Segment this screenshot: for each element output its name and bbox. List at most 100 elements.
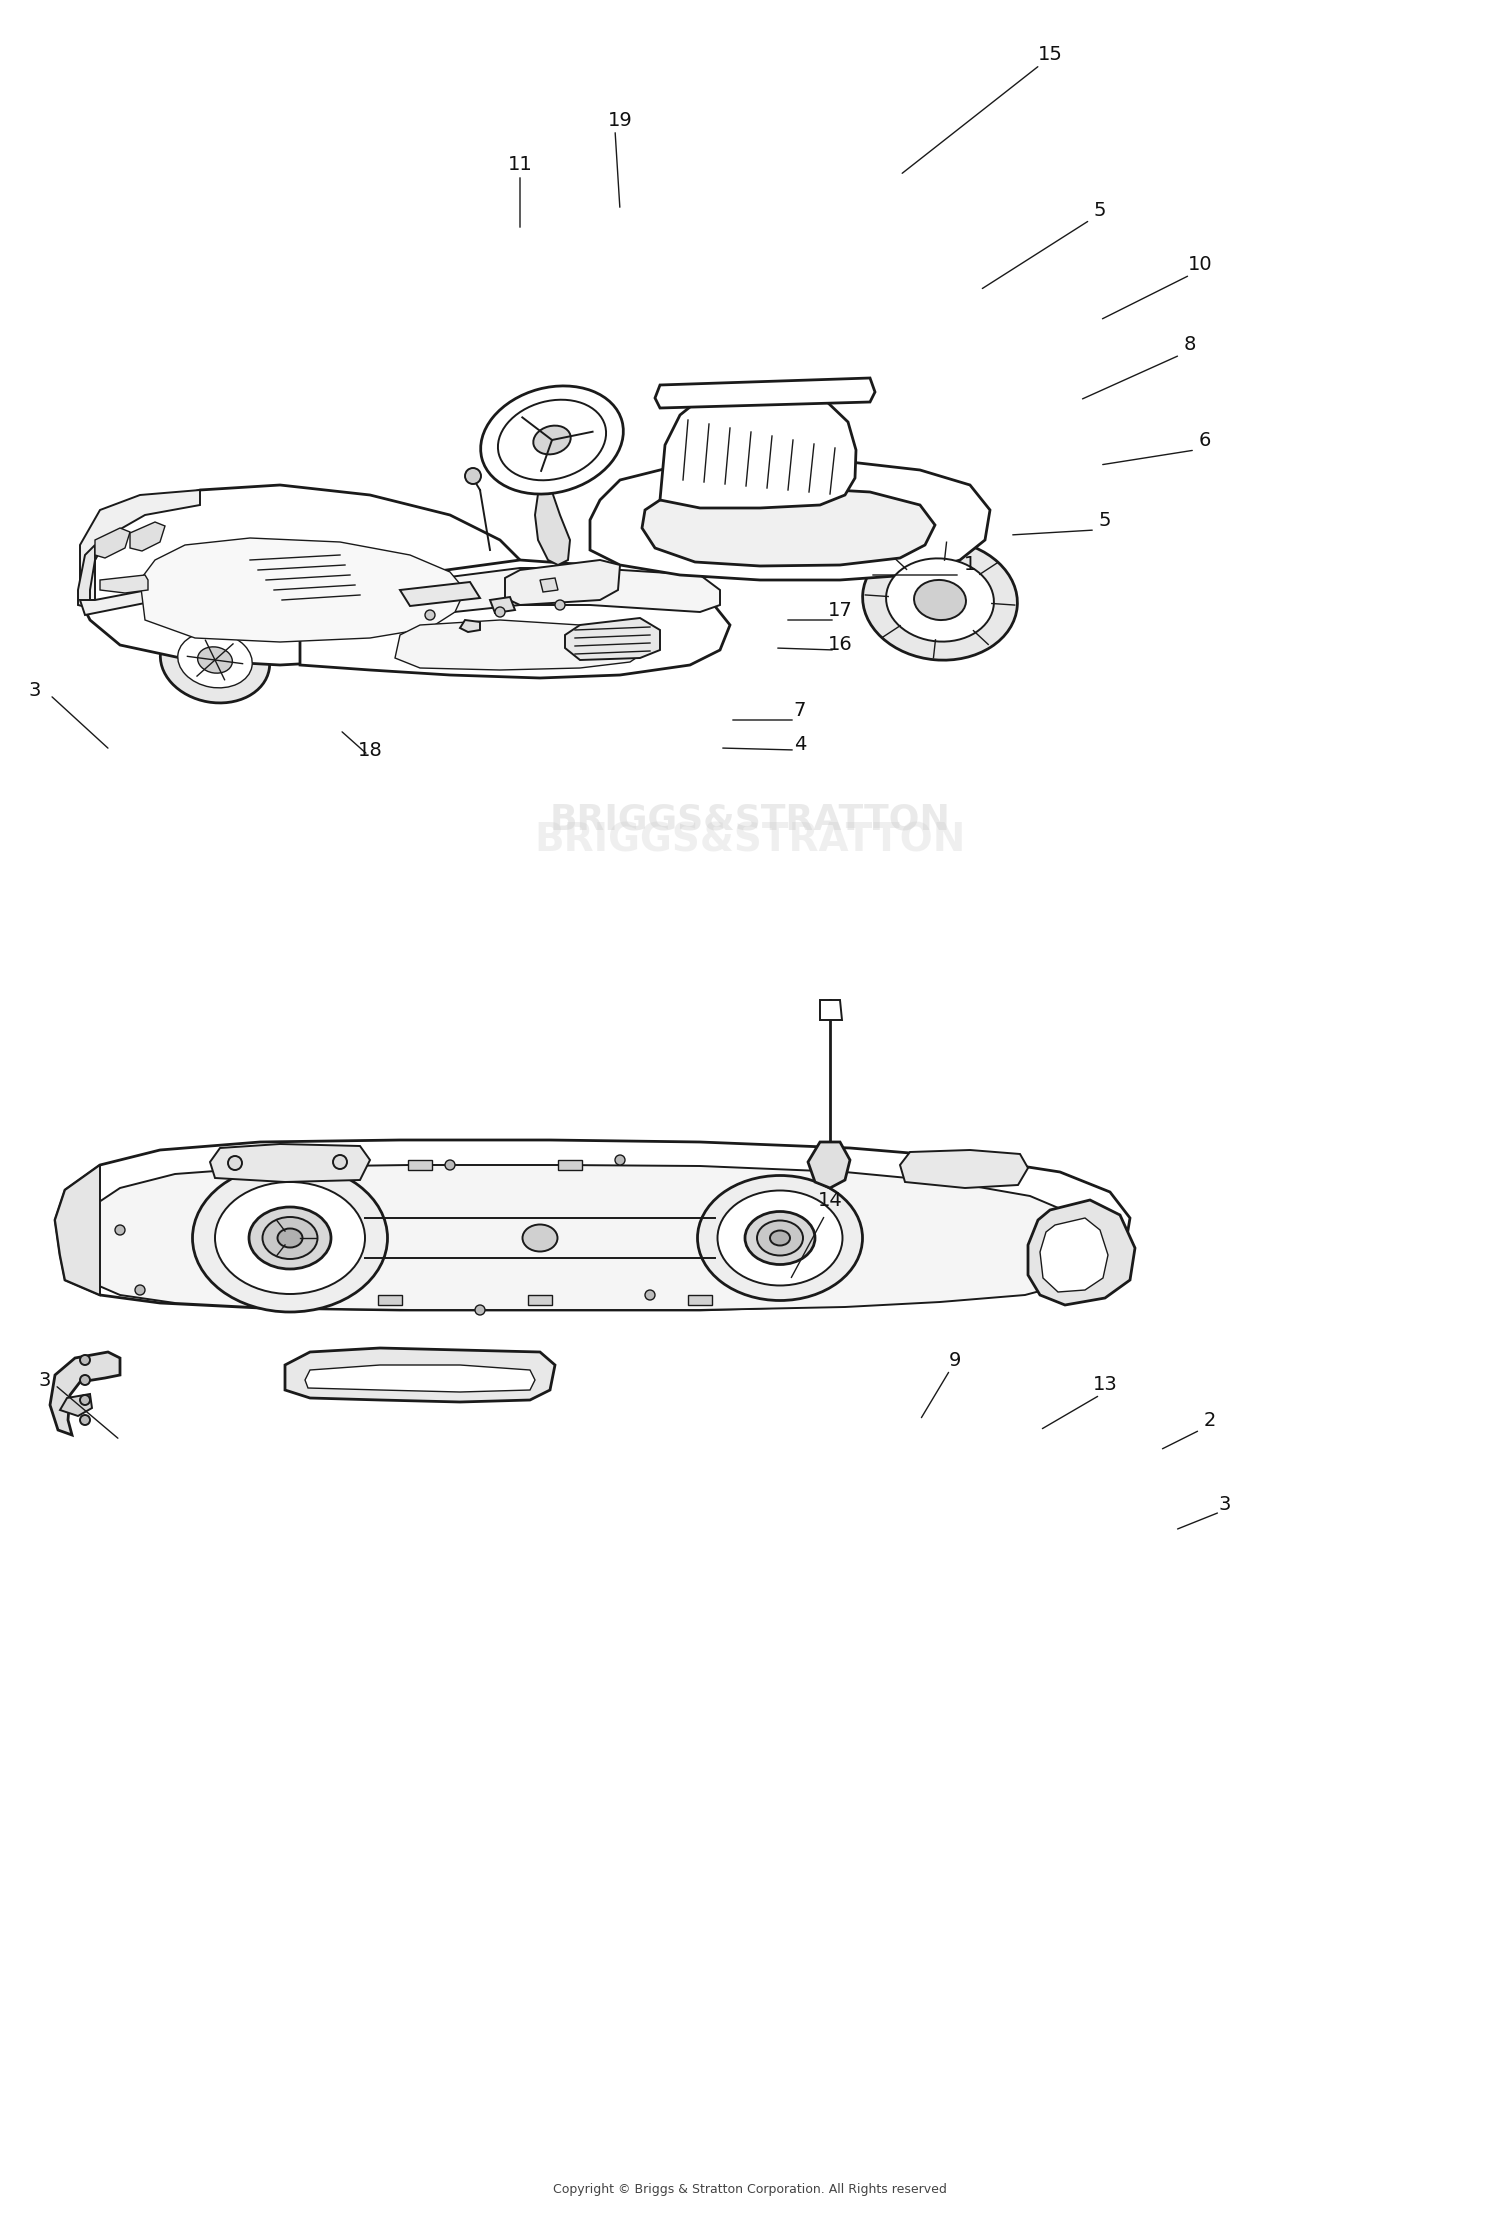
- Text: 3: 3: [39, 1369, 51, 1389]
- Polygon shape: [50, 1352, 120, 1436]
- Circle shape: [80, 1396, 90, 1405]
- Circle shape: [555, 601, 566, 609]
- Polygon shape: [80, 485, 520, 665]
- Polygon shape: [300, 561, 730, 678]
- Polygon shape: [130, 523, 165, 552]
- Polygon shape: [660, 388, 856, 507]
- Circle shape: [116, 1225, 124, 1234]
- Polygon shape: [1040, 1219, 1108, 1292]
- Circle shape: [333, 1155, 346, 1170]
- Polygon shape: [56, 1166, 100, 1294]
- Bar: [528, 1294, 552, 1305]
- Polygon shape: [656, 379, 874, 408]
- Polygon shape: [400, 583, 480, 605]
- Ellipse shape: [914, 581, 966, 620]
- Polygon shape: [394, 620, 645, 669]
- Text: 17: 17: [828, 601, 852, 620]
- Circle shape: [446, 1159, 454, 1170]
- Ellipse shape: [717, 1190, 843, 1285]
- Ellipse shape: [214, 1181, 364, 1294]
- Polygon shape: [490, 596, 514, 614]
- Circle shape: [228, 1157, 242, 1170]
- Text: 1: 1: [964, 556, 976, 574]
- Ellipse shape: [862, 541, 1017, 660]
- Ellipse shape: [770, 1230, 790, 1245]
- Circle shape: [80, 1374, 90, 1385]
- Text: 6: 6: [1198, 430, 1210, 450]
- Text: 3: 3: [28, 680, 40, 700]
- Polygon shape: [94, 527, 130, 558]
- Polygon shape: [808, 1141, 850, 1188]
- Ellipse shape: [480, 386, 624, 494]
- Bar: [378, 1294, 402, 1305]
- Text: 11: 11: [507, 155, 532, 175]
- Polygon shape: [642, 488, 934, 565]
- Ellipse shape: [178, 632, 252, 687]
- Ellipse shape: [498, 399, 606, 481]
- Polygon shape: [100, 574, 148, 594]
- Ellipse shape: [698, 1174, 862, 1301]
- Text: 5: 5: [1098, 510, 1112, 530]
- Polygon shape: [80, 1166, 1090, 1310]
- Ellipse shape: [160, 616, 270, 702]
- Text: 14: 14: [818, 1190, 843, 1210]
- Polygon shape: [304, 1365, 536, 1392]
- Circle shape: [645, 1290, 656, 1301]
- Text: 9: 9: [950, 1350, 962, 1369]
- Ellipse shape: [262, 1217, 318, 1259]
- Polygon shape: [590, 461, 990, 581]
- Text: 8: 8: [1184, 335, 1196, 355]
- Polygon shape: [78, 545, 94, 607]
- Bar: [688, 1294, 712, 1305]
- Text: 3: 3: [1220, 1496, 1232, 1514]
- Polygon shape: [540, 578, 558, 592]
- Polygon shape: [80, 490, 200, 601]
- Text: 19: 19: [608, 111, 633, 129]
- Circle shape: [465, 468, 482, 483]
- Text: BRIGGS&STRATTON: BRIGGS&STRATTON: [549, 802, 951, 838]
- Text: 10: 10: [1188, 255, 1212, 275]
- Polygon shape: [140, 538, 465, 643]
- Polygon shape: [210, 1143, 370, 1181]
- Text: 5: 5: [1094, 199, 1106, 219]
- Polygon shape: [60, 1394, 92, 1416]
- Bar: [408, 1159, 432, 1170]
- Circle shape: [80, 1354, 90, 1365]
- Polygon shape: [460, 620, 480, 632]
- Ellipse shape: [192, 1163, 387, 1312]
- Ellipse shape: [534, 425, 570, 454]
- Polygon shape: [80, 574, 300, 616]
- Circle shape: [424, 609, 435, 620]
- Polygon shape: [900, 1150, 1028, 1188]
- Ellipse shape: [198, 647, 232, 674]
- Text: 13: 13: [1092, 1376, 1118, 1394]
- Text: 18: 18: [357, 740, 382, 760]
- Polygon shape: [56, 1139, 1130, 1310]
- Polygon shape: [506, 561, 620, 605]
- Circle shape: [495, 607, 506, 616]
- Ellipse shape: [746, 1212, 814, 1265]
- Polygon shape: [566, 618, 660, 660]
- Polygon shape: [1028, 1201, 1136, 1305]
- Text: 15: 15: [1038, 47, 1062, 64]
- Text: 2: 2: [1204, 1412, 1216, 1429]
- Ellipse shape: [522, 1225, 558, 1252]
- Polygon shape: [285, 1347, 555, 1403]
- Circle shape: [615, 1155, 626, 1166]
- Bar: [558, 1159, 582, 1170]
- Ellipse shape: [278, 1228, 303, 1248]
- Circle shape: [476, 1305, 484, 1314]
- Polygon shape: [285, 567, 720, 629]
- Polygon shape: [536, 481, 570, 565]
- Ellipse shape: [249, 1208, 332, 1270]
- Circle shape: [80, 1416, 90, 1425]
- Text: 7: 7: [794, 700, 806, 720]
- Polygon shape: [821, 999, 842, 1019]
- Circle shape: [135, 1285, 146, 1294]
- Text: Copyright © Briggs & Stratton Corporation. All Rights reserved: Copyright © Briggs & Stratton Corporatio…: [554, 2183, 946, 2196]
- Text: 4: 4: [794, 736, 806, 753]
- Ellipse shape: [886, 558, 995, 643]
- Ellipse shape: [758, 1221, 802, 1256]
- Text: 16: 16: [828, 636, 852, 654]
- Text: BRIGGS&STRATTON: BRIGGS&STRATTON: [534, 820, 966, 860]
